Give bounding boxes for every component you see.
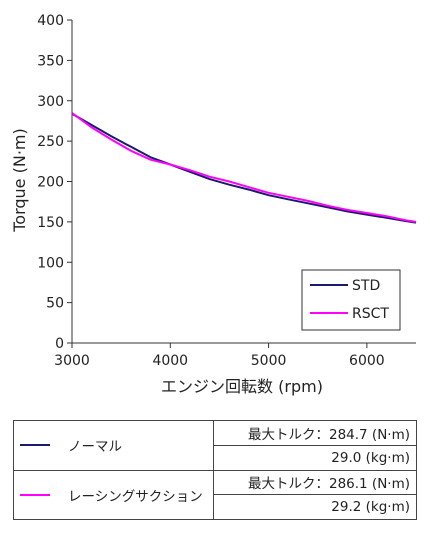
- legend-swatch-racing: [20, 493, 50, 496]
- x-tick-label: 6000: [349, 353, 385, 369]
- legend-label-rsct: RSCT: [352, 306, 389, 322]
- x-tick-label: 3000: [54, 353, 90, 369]
- table-row-normal-kgm: 29.0 (kg·m): [14, 444, 417, 471]
- y-tick-label: 0: [55, 336, 64, 352]
- table-row-racing: レーシングサクション 最大トルク：286.1 (N·m): [13, 469, 417, 520]
- y-tick-label: 200: [37, 175, 64, 191]
- y-tick-label: 50: [46, 296, 64, 312]
- x-axis-label: エンジン回転数 (rpm): [161, 377, 323, 396]
- legend-cell-racing: レーシングサクション: [13, 469, 214, 520]
- legend-cell-normal: ノーマル: [13, 420, 214, 471]
- legend-name-normal: ノーマル: [68, 439, 122, 456]
- legend-name-racing: レーシングサクション: [68, 488, 203, 505]
- kgm-normal: 29.0 (kg·m): [213, 444, 417, 471]
- series-line-std: [71, 112, 417, 224]
- legend-swatch-normal: [20, 444, 50, 447]
- chart-ticks: 0 50 100 150 200 250 300 350 400 3000 4000 5000 6000: [37, 13, 384, 369]
- y-tick-label: 250: [37, 134, 64, 150]
- spec-table: ノーマル 最大トルク：284.7 (N·m) 29.0 (kg·m) レーシング…: [13, 420, 417, 520]
- chart-legend: STD RSCT: [301, 269, 401, 331]
- kgm-racing: 29.2 (kg·m): [213, 494, 417, 520]
- y-tick-label: 350: [37, 53, 64, 69]
- series-line-rsct: [71, 112, 417, 223]
- x-tick-label: 5000: [251, 353, 287, 369]
- x-tick-label: 4000: [152, 353, 188, 369]
- table-row-racing-kgm: 29.2 (kg·m): [14, 494, 417, 520]
- y-tick-label: 300: [37, 94, 64, 110]
- y-tick-label: 400: [37, 13, 64, 29]
- chart-series: [71, 112, 417, 224]
- max-torque-racing: 最大トルク：286.1 (N·m): [213, 469, 417, 496]
- table-row-normal: ノーマル 最大トルク：284.7 (N·m): [13, 420, 417, 471]
- y-tick-label: 150: [37, 215, 64, 231]
- legend-box: [301, 269, 401, 331]
- y-tick-label: 100: [37, 255, 64, 271]
- torque-chart: 0 50 100 150 200 250 300 350 400 3000 4000 5000 6000…: [10, 13, 417, 396]
- legend-label-std: STD: [352, 278, 380, 294]
- max-torque-normal: 最大トルク：284.7 (N·m): [213, 420, 417, 446]
- y-axis-label: Torque (N·m): [10, 128, 29, 233]
